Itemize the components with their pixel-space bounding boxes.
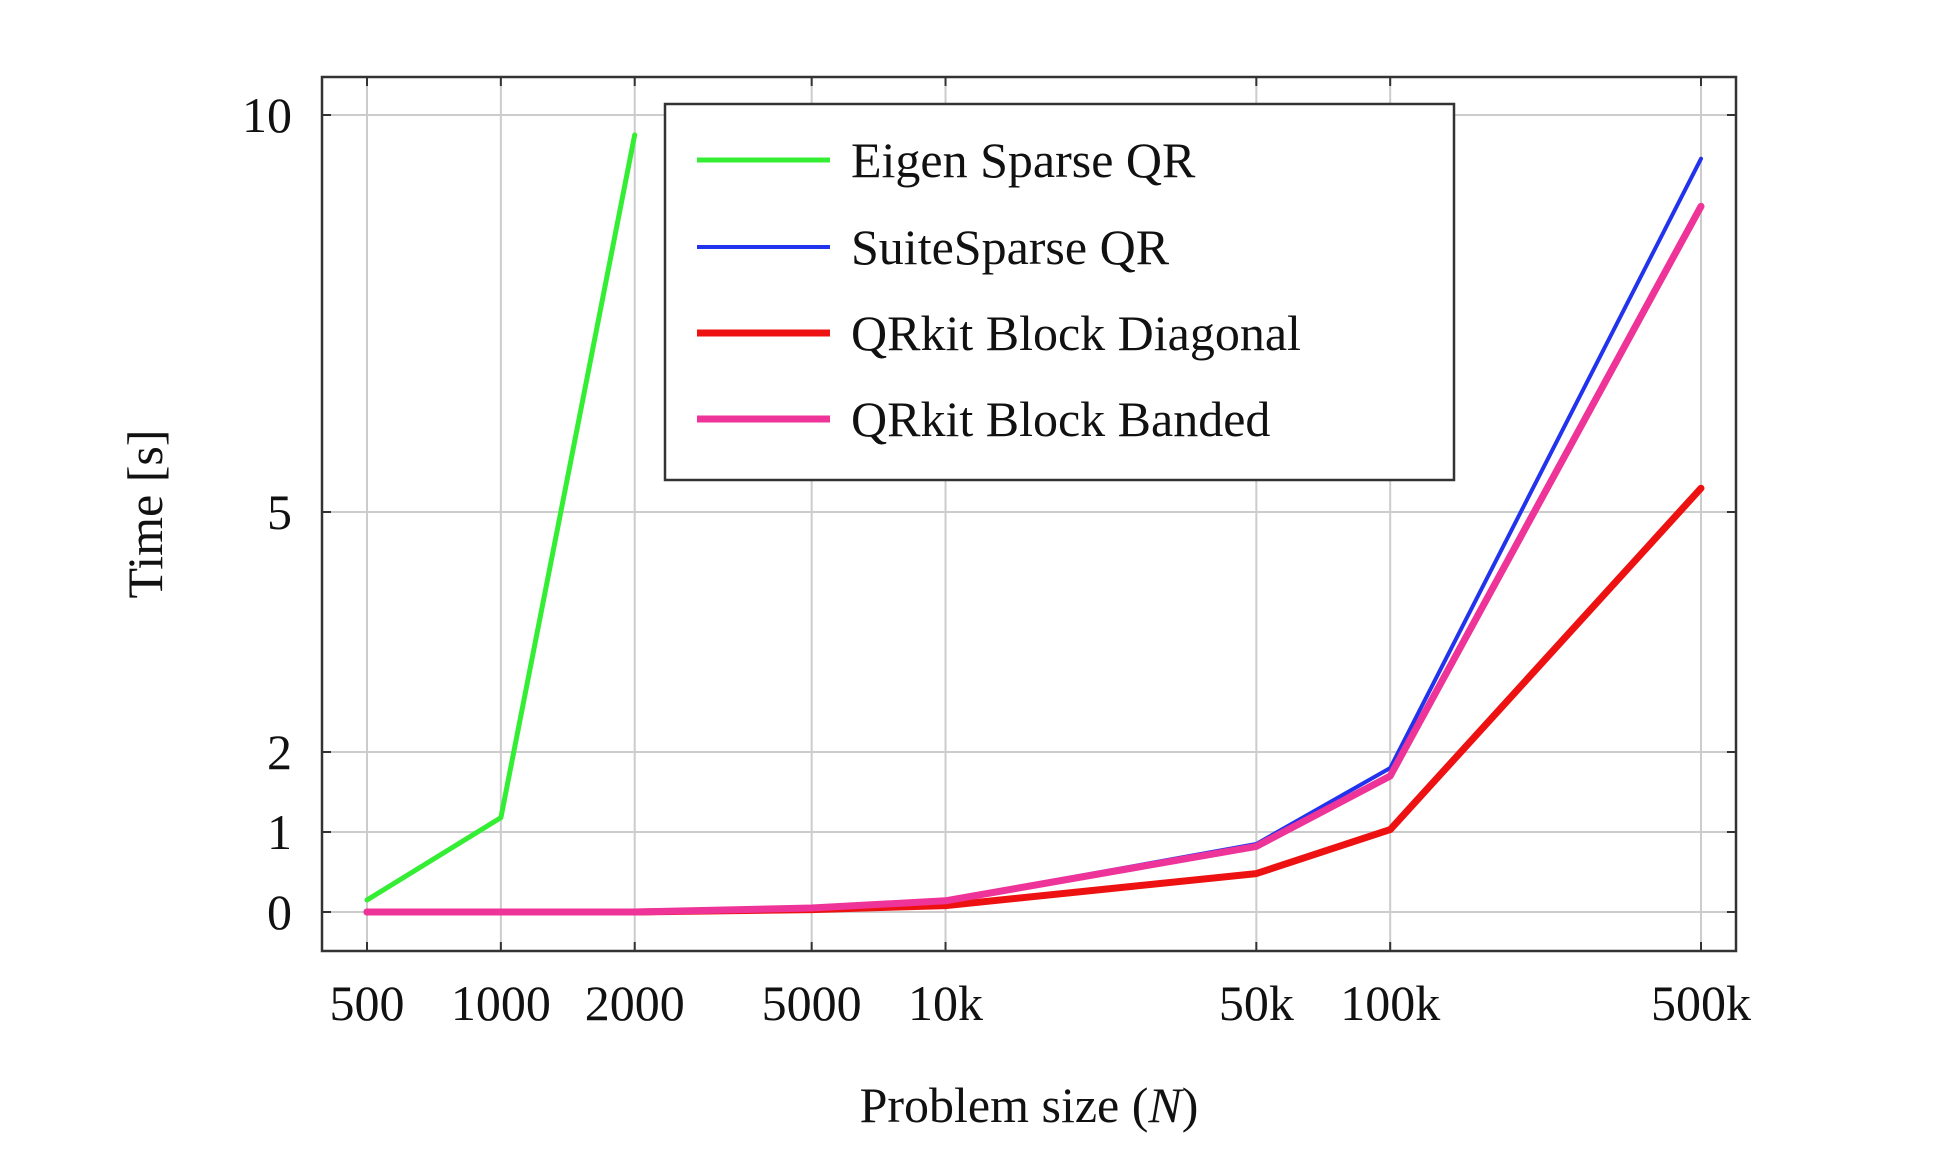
x-tick-label: 2000 [585, 975, 685, 1031]
series [363, 132, 1705, 916]
legend-label: Eigen Sparse QR [851, 132, 1196, 188]
plot-frame [320, 75, 1738, 953]
legend: Eigen Sparse QR SuiteSparse QR QRkit Block… [663, 102, 1456, 482]
x-tick-label: 500k [1651, 975, 1751, 1031]
x-tick-label: 500 [330, 975, 405, 1031]
x-tick-label: 5000 [762, 975, 862, 1031]
x-tick-label: 10k [908, 975, 983, 1031]
y-tick-label: 2 [267, 724, 292, 780]
y-tick-label: 1 [267, 804, 292, 860]
y-tick-label: 10 [242, 87, 292, 143]
x-tick-label: 50k [1219, 975, 1294, 1031]
legend-label: SuiteSparse QR [851, 219, 1170, 275]
x-axis-title: Problem size (N) [860, 1077, 1199, 1133]
series-line-qrkit-block-banded [363, 202, 1705, 916]
series-line-eigen-sparse-qr [364, 132, 638, 903]
legend-entries: Eigen Sparse QR SuiteSparse QR QRkit Block… [697, 132, 1301, 447]
y-tick-label: 5 [267, 484, 292, 540]
legend-label: QRkit Block Banded [851, 391, 1270, 447]
x-tick-label: 1000 [451, 975, 551, 1031]
y-tick-label: 0 [267, 884, 292, 940]
y-axis-title: Time [s] [117, 429, 173, 598]
x-tick-label: 100k [1340, 975, 1440, 1031]
ticks: 500 1000 2000 5000 10k 50k 100k 500k 0 1 2 5 10 [242, 77, 1751, 1031]
legend-label: QRkit Block Diagonal [851, 305, 1301, 361]
